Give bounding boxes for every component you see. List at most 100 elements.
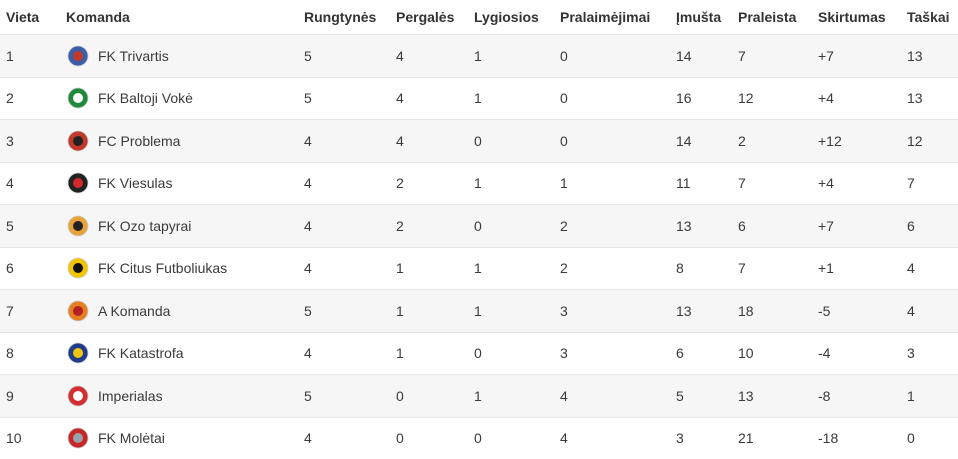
lost-cell: 2 [554, 247, 670, 290]
header-drawn[interactable]: Lygiosios [468, 0, 554, 35]
header-team[interactable]: Komanda [60, 0, 298, 35]
team-cell-content: FK Viesulas [66, 171, 298, 195]
team-name[interactable]: FK Trivartis [98, 48, 169, 64]
header-position[interactable]: Vieta [0, 0, 60, 35]
team-cell-content: FK Trivartis [66, 44, 298, 68]
team-cell-content: FC Problema [66, 129, 298, 153]
position-cell: 6 [0, 247, 60, 290]
lost-cell: 4 [554, 375, 670, 418]
position-cell: 9 [0, 375, 60, 418]
position-cell: 7 [0, 290, 60, 333]
header-conceded[interactable]: Praleista [732, 0, 812, 35]
scored-cell: 13 [670, 290, 732, 333]
lost-cell: 2 [554, 205, 670, 248]
team-name[interactable]: Imperialas [98, 388, 163, 404]
conceded-cell: 6 [732, 205, 812, 248]
team-cell-content: FK Ozo tapyrai [66, 214, 298, 238]
played-cell: 4 [298, 205, 390, 248]
citus-futboliukas-logo-icon [66, 256, 90, 280]
team-cell-content: FK Katastrofa [66, 341, 298, 365]
team-cell-content: FK Citus Futboliukas [66, 256, 298, 280]
diff-cell: -4 [812, 332, 901, 375]
won-cell: 2 [390, 162, 468, 205]
position-cell: 1 [0, 35, 60, 78]
lost-cell: 0 [554, 77, 670, 120]
scored-cell: 5 [670, 375, 732, 418]
diff-cell: -8 [812, 375, 901, 418]
points-cell: 1 [901, 375, 958, 418]
team-cell: FK Ozo tapyrai [60, 205, 298, 248]
diff-cell: +12 [812, 120, 901, 163]
header-played[interactable]: Rungtynės [298, 0, 390, 35]
team-name[interactable]: FK Viesulas [98, 175, 172, 191]
won-cell: 4 [390, 35, 468, 78]
header-scored[interactable]: Įmušta [670, 0, 732, 35]
katastrofa-logo-icon [66, 341, 90, 365]
scored-cell: 6 [670, 332, 732, 375]
header-won[interactable]: Pergalės [390, 0, 468, 35]
drawn-cell: 0 [468, 205, 554, 248]
team-cell-content: A Komanda [66, 299, 298, 323]
points-cell: 7 [901, 162, 958, 205]
baltoji-voke-logo-icon [66, 86, 90, 110]
team-name[interactable]: FC Problema [98, 133, 180, 149]
team-cell: Imperialas [60, 375, 298, 418]
drawn-cell: 1 [468, 162, 554, 205]
drawn-cell: 1 [468, 375, 554, 418]
won-cell: 0 [390, 417, 468, 459]
drawn-cell: 1 [468, 77, 554, 120]
drawn-cell: 0 [468, 332, 554, 375]
points-cell: 0 [901, 417, 958, 459]
team-name[interactable]: FK Ozo tapyrai [98, 218, 191, 234]
team-cell-content: Imperialas [66, 384, 298, 408]
scored-cell: 11 [670, 162, 732, 205]
position-cell: 4 [0, 162, 60, 205]
conceded-cell: 13 [732, 375, 812, 418]
viesulas-logo-icon [66, 171, 90, 195]
diff-cell: -18 [812, 417, 901, 459]
won-cell: 1 [390, 290, 468, 333]
team-name[interactable]: FK Molėtai [98, 430, 165, 446]
team-cell-content: FK Molėtai [66, 426, 298, 450]
won-cell: 1 [390, 247, 468, 290]
points-cell: 4 [901, 290, 958, 333]
points-cell: 4 [901, 247, 958, 290]
trivartis-logo-icon [66, 44, 90, 68]
played-cell: 4 [298, 417, 390, 459]
header-points[interactable]: Taškai [901, 0, 958, 35]
header-lost[interactable]: Pralaimėjimai [554, 0, 670, 35]
conceded-cell: 7 [732, 35, 812, 78]
team-name[interactable]: FK Katastrofa [98, 345, 184, 361]
played-cell: 5 [298, 290, 390, 333]
team-cell: FK Trivartis [60, 35, 298, 78]
team-name[interactable]: FK Citus Futboliukas [98, 260, 227, 276]
played-cell: 5 [298, 375, 390, 418]
lost-cell: 3 [554, 290, 670, 333]
a-komanda-logo-icon [66, 299, 90, 323]
points-cell: 12 [901, 120, 958, 163]
team-cell: FK Viesulas [60, 162, 298, 205]
won-cell: 4 [390, 120, 468, 163]
conceded-cell: 12 [732, 77, 812, 120]
table-header: Vieta Komanda Rungtynės Pergalės Lygiosi… [0, 0, 958, 35]
team-cell: A Komanda [60, 290, 298, 333]
position-cell: 3 [0, 120, 60, 163]
scored-cell: 13 [670, 205, 732, 248]
drawn-cell: 1 [468, 247, 554, 290]
diff-cell: +4 [812, 162, 901, 205]
team-name[interactable]: A Komanda [98, 303, 170, 319]
lost-cell: 3 [554, 332, 670, 375]
drawn-cell: 1 [468, 290, 554, 333]
team-name[interactable]: FK Baltoji Vokė [98, 90, 193, 106]
imperialas-logo-icon [66, 384, 90, 408]
won-cell: 0 [390, 375, 468, 418]
header-diff[interactable]: Skirtumas [812, 0, 901, 35]
team-cell: FK Baltoji Vokė [60, 77, 298, 120]
